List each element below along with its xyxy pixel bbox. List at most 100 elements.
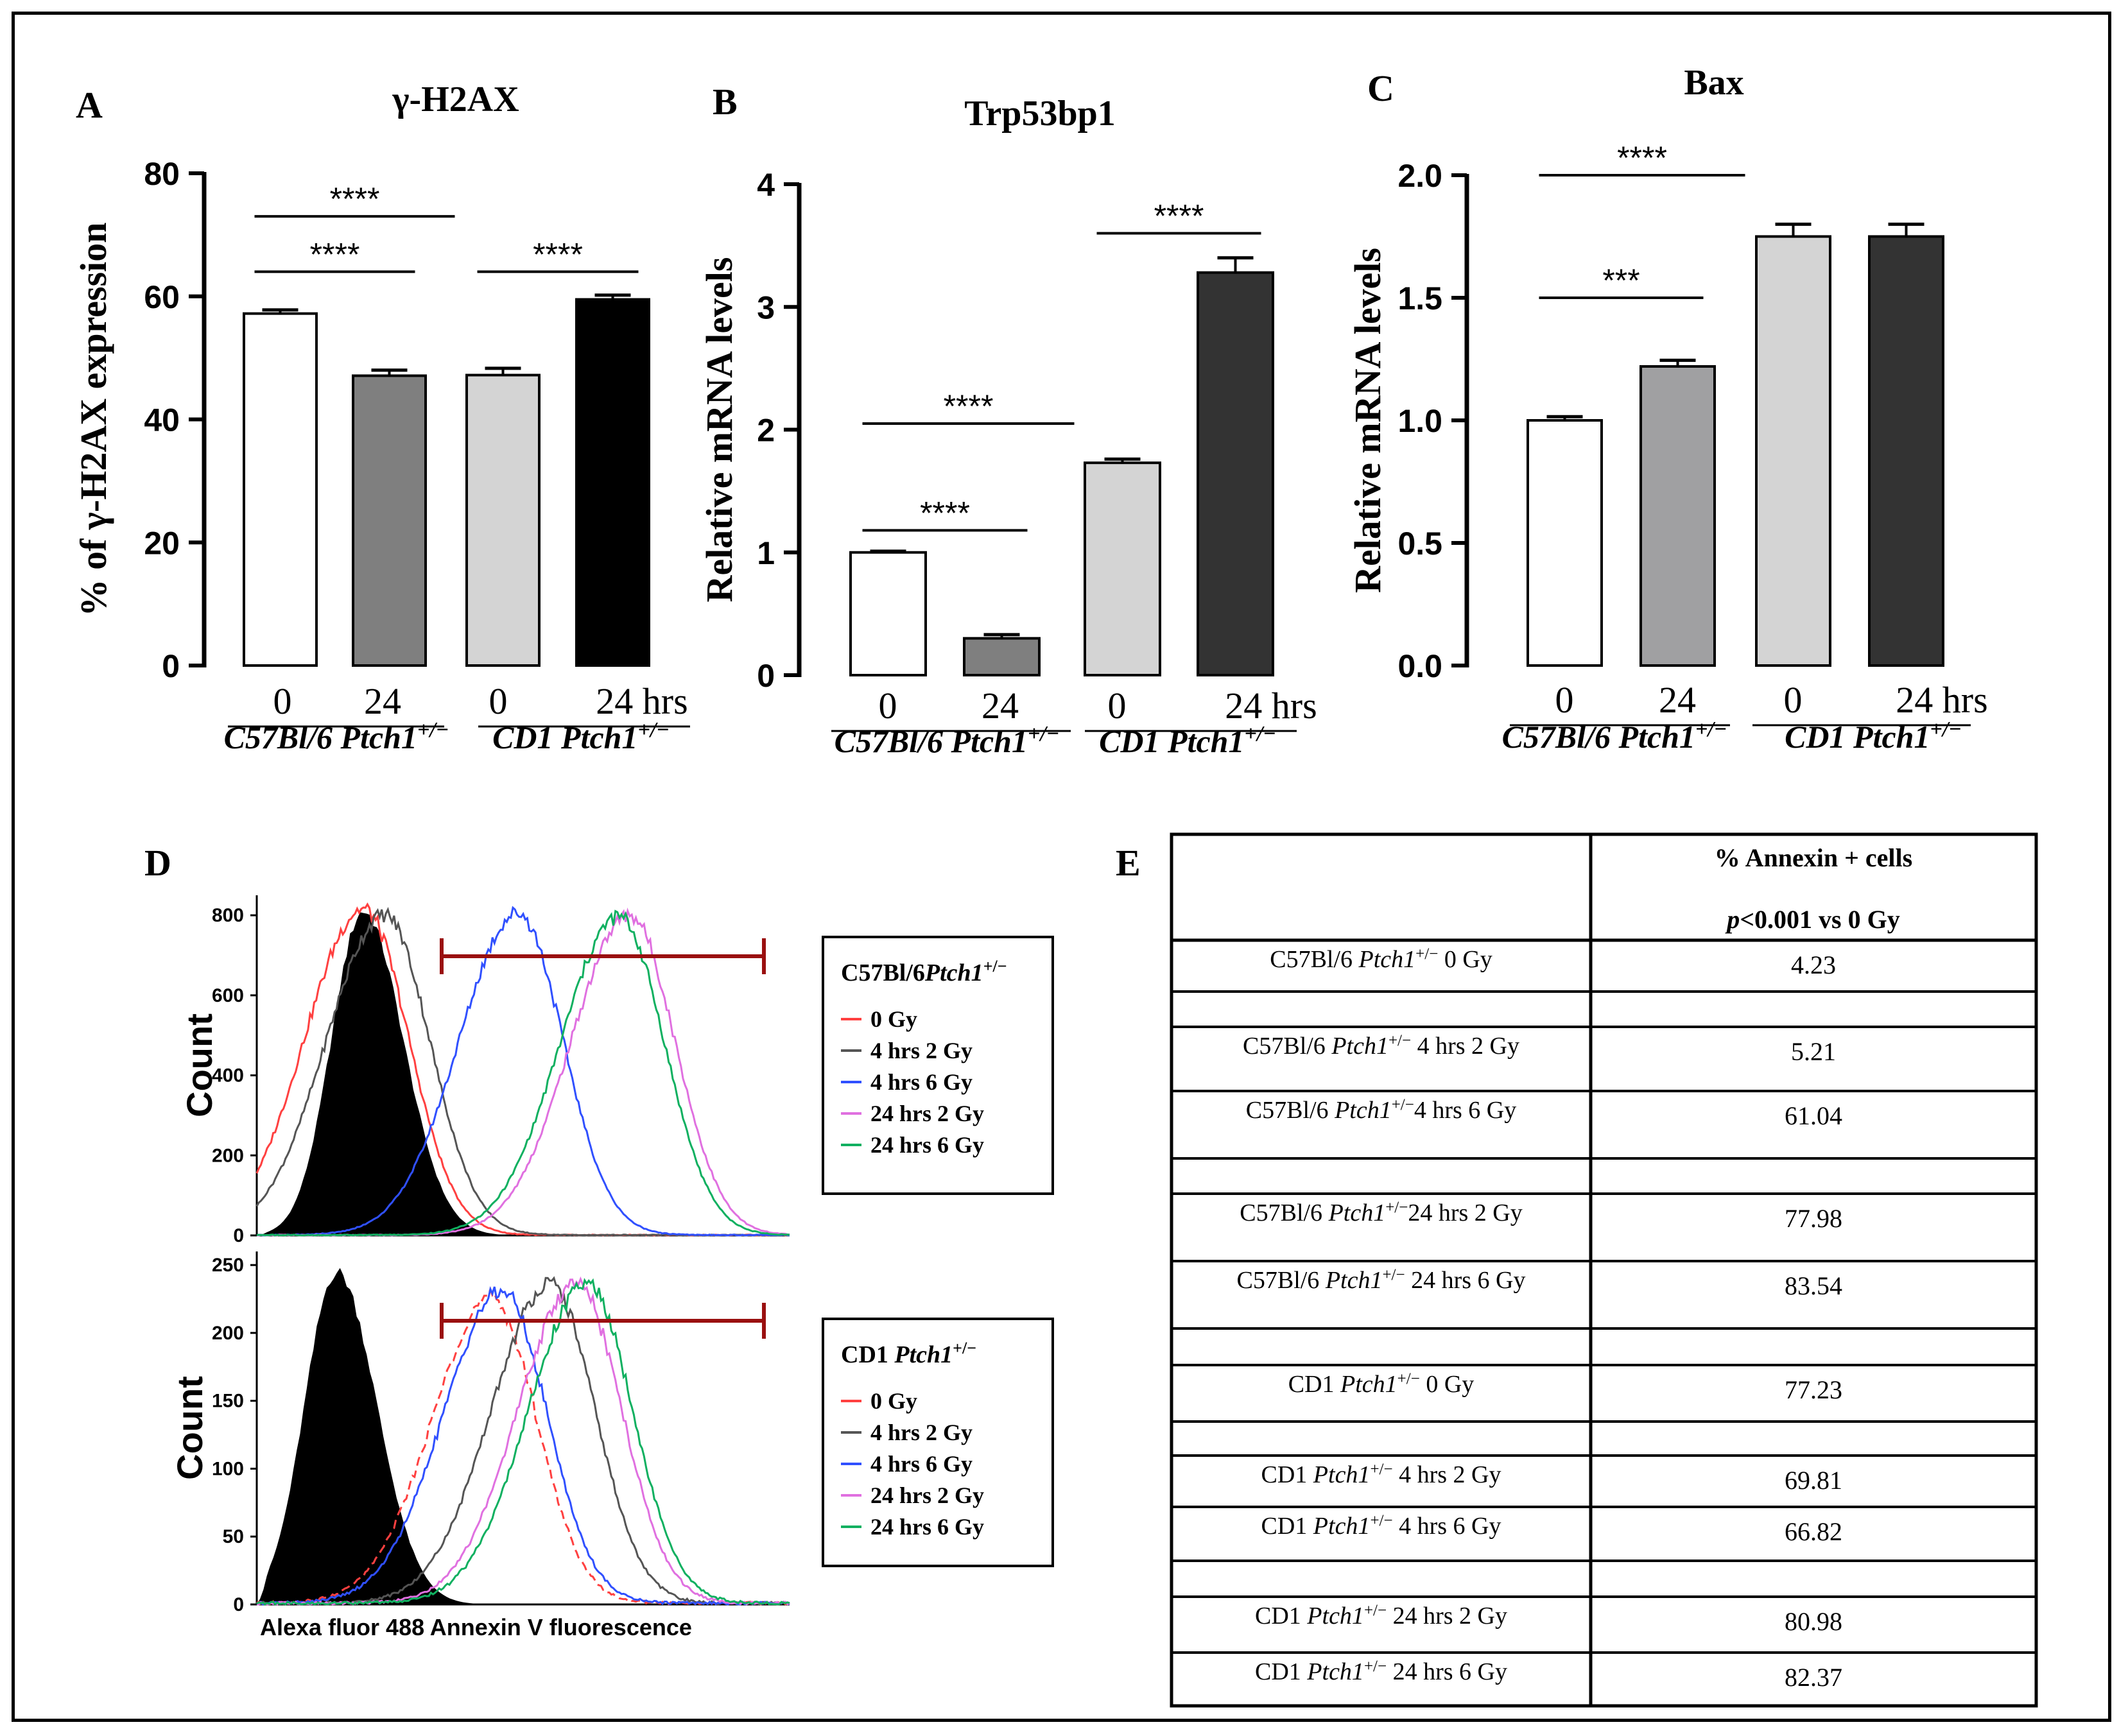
y-tick-label: 1.5 — [1397, 280, 1442, 316]
table-row-value: 77.23 — [1785, 1375, 1842, 1404]
legend-entry: 24 hrs 2 Gy — [870, 1101, 984, 1126]
table-row-value: 77.98 — [1785, 1204, 1842, 1233]
y-tick-label: 0 — [757, 658, 775, 694]
y-tick-label: 0 — [162, 648, 180, 684]
y-tick-label: 2 — [757, 413, 775, 449]
x-category-label: 24 — [1659, 679, 1696, 721]
significance-label: **** — [330, 181, 380, 217]
panel-letter: E — [1116, 842, 1141, 884]
x-category-label: 0 — [1555, 679, 1574, 721]
table-row-label: C57Bl/6 Ptch1+/− 4 hrs 2 Gy — [1243, 1032, 1519, 1060]
y-tick-label: 80 — [144, 156, 180, 192]
chart-title: Bax — [1684, 63, 1743, 103]
table-row-label: CD1 Ptch1+/− 24 hrs 6 Gy — [1255, 1658, 1507, 1686]
control-filled-histogram — [257, 1268, 790, 1604]
legend-entry: 24 hrs 6 Gy — [870, 1132, 984, 1158]
table-row-value: 61.04 — [1785, 1101, 1842, 1130]
y-tick-label: 250 — [212, 1255, 244, 1276]
bar-2 — [963, 637, 1041, 676]
panel-letter: B — [713, 81, 738, 123]
bar-1 — [849, 551, 927, 676]
table-row-value: 82.37 — [1785, 1663, 1842, 1692]
table-row-value: 4.23 — [1791, 950, 1836, 979]
legend-entry: 24 hrs 2 Gy — [870, 1482, 984, 1508]
bar-2 — [352, 374, 427, 667]
panel-d-chart: D 0 200 400 600 800 Count C57Bl/6Ptch1+/− 0 Gy 4 … — [144, 842, 1054, 1640]
significance-label: *** — [1602, 262, 1639, 298]
control-filled-histogram — [257, 912, 790, 1235]
legend-entry: 4 hrs 6 Gy — [870, 1069, 973, 1095]
y-tick-label: 3 — [757, 289, 775, 325]
x-category-label: 24 hrs — [596, 680, 688, 722]
legend-entry: 24 hrs 6 Gy — [870, 1514, 984, 1540]
histogram-curve-4-hrs-6-gy — [256, 906, 790, 1237]
y-tick-label: 1 — [757, 535, 775, 571]
y-tick-label: 0 — [233, 1225, 244, 1246]
x-category-label: 24 hrs — [1225, 685, 1317, 726]
x-category-label: 0 — [879, 685, 897, 726]
y-tick-label: 50 — [223, 1526, 244, 1547]
y-tick-label: 20 — [144, 525, 180, 561]
legend-box — [822, 936, 1054, 1195]
bar-4 — [1197, 271, 1274, 676]
bar-3 — [1084, 461, 1161, 676]
legend-box — [822, 1318, 1054, 1567]
x-category-label: 0 — [1108, 685, 1127, 726]
y-tick-label: 60 — [144, 279, 180, 315]
y-tick-label: 150 — [212, 1391, 244, 1412]
table-row-value: 66.82 — [1785, 1517, 1842, 1546]
x-category-label: 24 — [364, 680, 401, 722]
chart-title: Trp53bp1 — [964, 94, 1115, 133]
x-category-label: 24 hrs — [1896, 679, 1987, 721]
y-tick-label: 4 — [757, 167, 775, 203]
table-row-label: CD1 Ptch1+/− 24 hrs 2 Gy — [1255, 1602, 1507, 1630]
group-label: C57Bl/6 Ptch1+/− — [1502, 718, 1727, 755]
significance-label: **** — [310, 236, 360, 272]
group-label: CD1 Ptch1+/− — [1099, 722, 1276, 760]
panel-letter: A — [76, 84, 103, 126]
x-category-label: 0 — [489, 680, 508, 722]
panel-b-chart: B Trp53bp1 0 1 2 3 4 Relative mRNA levels **** **… — [698, 81, 1317, 759]
y-tick-label: 0.0 — [1397, 648, 1442, 684]
group-label: C57Bl/6 Ptch1+/− — [835, 722, 1060, 760]
bar-4 — [575, 298, 650, 667]
legend-title: C57Bl/6Ptch1+/− — [841, 957, 1007, 987]
y-tick-label: 40 — [144, 402, 180, 438]
y-tick-label: 1.0 — [1397, 403, 1442, 439]
legend-entry: 4 hrs 2 Gy — [870, 1420, 973, 1445]
y-tick-label: 0 — [233, 1594, 244, 1615]
x-category-label: 0 — [1784, 679, 1803, 721]
bar-4 — [1868, 235, 1944, 667]
legend-entry: 0 Gy — [870, 1388, 917, 1414]
histogram-subplot-1: 0 200 400 600 800 Count C57Bl/6Ptch1+/− 0 Gy 4 h… — [179, 895, 1054, 1246]
y-axis-label: % of γ-H2AX expression — [73, 222, 114, 616]
significance-label: **** — [920, 495, 970, 531]
y-tick-label: 0.5 — [1397, 526, 1442, 562]
table-border — [1170, 832, 2038, 1708]
legend-entry: 4 hrs 2 Gy — [870, 1038, 973, 1063]
bar-3 — [1755, 235, 1831, 667]
table-row-value: 69.81 — [1785, 1466, 1842, 1495]
y-axis-label: Count — [179, 1013, 220, 1117]
panel-letter: C — [1367, 67, 1394, 109]
significance-label: **** — [944, 388, 994, 424]
x-category-label: 0 — [273, 680, 292, 722]
table-row-label: C57Bl/6 Ptch1+/−24 hrs 2 Gy — [1240, 1199, 1523, 1227]
legend-entry: 0 Gy — [870, 1006, 917, 1032]
y-tick-label: 2.0 — [1397, 158, 1442, 194]
y-axis-label: Relative mRNA levels — [1347, 248, 1388, 593]
bar-2 — [1639, 365, 1716, 667]
table-row-value: 5.21 — [1791, 1037, 1836, 1066]
histogram-subplot-2: 0 50 100 150 200 250 Count CD1 Ptch1+/− 0 Gy 4 hr… — [169, 1251, 1054, 1615]
table-row-label: C57Bl/6 Ptch1+/− 0 Gy — [1270, 945, 1492, 974]
group-label: C57Bl/6 Ptch1+/− — [224, 718, 449, 756]
bar-1 — [243, 312, 318, 667]
legend-title: CD1 Ptch1+/− — [841, 1339, 976, 1369]
table-header: % Annexin + cells — [1715, 843, 1912, 872]
x-axis-label: Alexa fluor 488 Annexin V fluorescence — [260, 1614, 692, 1640]
table-row-value: 83.54 — [1785, 1271, 1842, 1300]
y-tick-label: 200 — [212, 1323, 244, 1344]
x-category-label: 24 — [982, 685, 1019, 726]
